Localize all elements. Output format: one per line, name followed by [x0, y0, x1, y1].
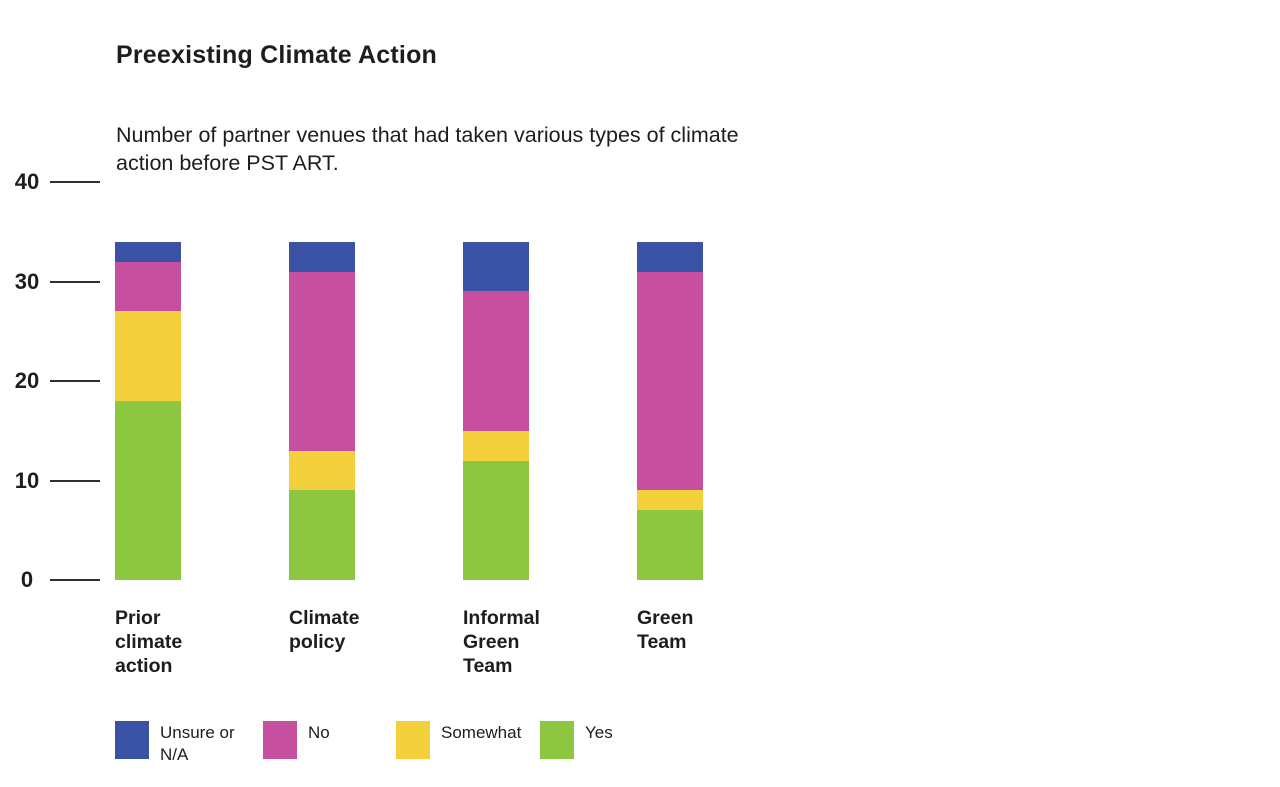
- bar-prior-climate-action: [115, 182, 181, 580]
- y-axis-tick-line: [50, 280, 100, 283]
- bar-segment-somewhat: [289, 450, 355, 491]
- bar-segment-no: [463, 291, 529, 431]
- y-axis-tick-label: 40: [14, 169, 40, 194]
- bar-segment-yes: [289, 490, 355, 580]
- bar-segment-unsure-or-n-a: [289, 241, 355, 272]
- y-axis-tick-line: [50, 181, 100, 183]
- y-axis-tick-line: [50, 579, 100, 581]
- page-title: Preexisting Climate Action: [116, 40, 438, 69]
- bar-informal-green-team: [463, 182, 529, 580]
- x-axis-category-label: Informal Green Team: [463, 607, 540, 677]
- x-axis-labels: Prior climate action Climate policy Inform…: [0, 606, 900, 696]
- chart-subtitle: Number of partner venues that had taken …: [116, 122, 739, 175]
- bar-segment-yes: [463, 460, 529, 580]
- bar-segment-yes: [637, 510, 703, 580]
- y-axis-tick-label: 10: [14, 467, 40, 493]
- legend-item-no: No: [263, 721, 330, 759]
- bar-segment-somewhat: [115, 311, 181, 401]
- legend: Unsure or N/A No Somewhat Yes: [0, 721, 900, 781]
- legend-label: No: [308, 723, 330, 742]
- bars: [115, 182, 755, 580]
- y-axis-tick-label: 30: [14, 268, 40, 294]
- y-axis-tick-label: 0: [20, 567, 34, 592]
- legend-label: Somewhat: [441, 723, 522, 742]
- legend-label: Yes: [585, 723, 613, 742]
- x-axis-category-label: Climate policy: [289, 607, 360, 653]
- y-axis-tick-label: 20: [14, 368, 40, 393]
- y-axis-tick-line: [50, 479, 100, 482]
- legend-item-somewhat: Somewhat: [396, 721, 521, 759]
- bar-climate-policy: [289, 182, 355, 580]
- legend-item-unsure-or-n-a: Unsure or N/A: [115, 721, 246, 766]
- legend-label: Unsure or N/A: [160, 723, 235, 764]
- bar-green-team: [637, 182, 703, 580]
- bar-segment-no: [637, 271, 703, 491]
- legend-swatch: [540, 721, 574, 759]
- bar-segment-unsure-or-n-a: [637, 241, 703, 272]
- y-axis: 40 30 20 10 0: [0, 169, 110, 592]
- x-axis-category-label: Green Team: [637, 607, 694, 653]
- legend-swatch: [396, 721, 430, 759]
- bar-segment-unsure-or-n-a: [463, 241, 529, 292]
- legend-swatch: [115, 721, 149, 759]
- bar-segment-no: [289, 271, 355, 451]
- legend-swatch: [263, 721, 297, 759]
- x-axis-category-label: Prior climate action: [115, 607, 183, 677]
- bar-segment-no: [115, 261, 181, 312]
- legend-item-yes: Yes: [540, 721, 613, 759]
- bar-segment-somewhat: [463, 430, 529, 461]
- y-axis-tick-line: [50, 380, 100, 382]
- bar-segment-unsure-or-n-a: [115, 241, 181, 262]
- bar-segment-somewhat: [637, 490, 703, 511]
- bar-segment-yes: [115, 400, 181, 580]
